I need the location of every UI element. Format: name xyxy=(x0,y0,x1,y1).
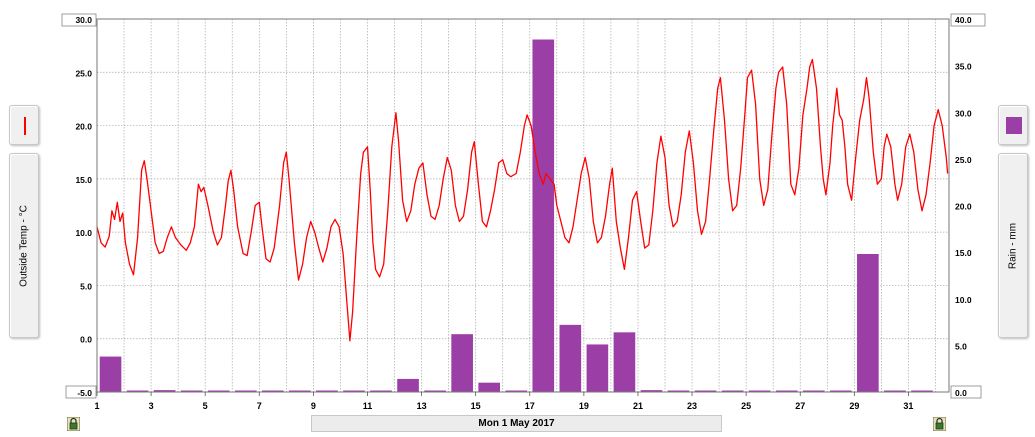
rain-bar xyxy=(207,390,230,392)
rain-bar xyxy=(559,324,582,392)
rain-bar xyxy=(424,390,446,392)
rain-bar xyxy=(478,382,501,392)
right-axis-tick-label: 20.0 xyxy=(955,202,972,212)
x-axis-tick-label: 1 xyxy=(94,401,99,411)
rain-bar xyxy=(99,356,122,392)
left-axis-label-button[interactable]: Outside Temp - °C xyxy=(9,153,39,338)
right-axis-tick-label: 15.0 xyxy=(955,248,972,258)
x-axis-tick-label: 27 xyxy=(795,401,805,411)
rain-bar xyxy=(802,390,825,392)
rain-bar xyxy=(721,390,744,392)
left-axis-tick-label: 0.0 xyxy=(80,335,92,345)
rain-bar xyxy=(505,390,528,392)
x-axis-tick-label: 17 xyxy=(525,401,535,411)
right-axis-tick-label: 0.0 xyxy=(955,388,967,398)
x-axis-tick-label: 23 xyxy=(687,401,697,411)
rain-bar xyxy=(586,344,609,392)
x-axis-tick-label: 13 xyxy=(417,401,427,411)
x-axis-tick-label: 11 xyxy=(363,401,373,411)
rain-bar xyxy=(829,390,852,392)
left-axis-bottom-box xyxy=(65,385,97,399)
rain-bar xyxy=(397,378,419,392)
x-axis-tick-label: 21 xyxy=(633,401,643,411)
right-axis-tick-label: 30.0 xyxy=(955,108,972,118)
rain-bar xyxy=(884,390,906,392)
red-line-swatch-icon xyxy=(24,117,26,135)
right-axis-tick-label: 5.0 xyxy=(955,341,967,351)
padlock-icon[interactable] xyxy=(932,416,947,432)
rain-bar xyxy=(640,390,663,392)
rain-bar xyxy=(667,390,690,392)
left-axis-tick-label: 5.0 xyxy=(80,281,92,291)
left-axis-top-box xyxy=(61,13,97,27)
x-axis-tick-label: 5 xyxy=(203,401,208,411)
rain-bar xyxy=(451,334,473,392)
x-axis-tick-label: 31 xyxy=(903,401,913,411)
plot-area xyxy=(97,19,949,392)
rain-bar xyxy=(289,390,311,392)
left-axis-tick-label: 25.0 xyxy=(75,68,92,78)
rain-bar xyxy=(180,390,203,392)
rain-bar xyxy=(532,39,555,392)
rain-bar xyxy=(316,390,338,392)
right-axis-tick-label: 25.0 xyxy=(955,155,972,165)
left-axis-tick-label: 10.0 xyxy=(75,228,92,238)
rain-bar xyxy=(343,390,365,392)
temperature-line xyxy=(96,58,949,342)
rain-bar xyxy=(694,390,717,392)
rain-bar xyxy=(126,390,149,392)
rain-series-toggle[interactable] xyxy=(998,105,1028,145)
rain-bar xyxy=(153,390,176,392)
x-axis-tick-label: 19 xyxy=(579,401,589,411)
rain-bar xyxy=(748,390,771,392)
rain-bar xyxy=(261,390,284,392)
left-axis-tick-label: 30.0 xyxy=(75,15,92,25)
rain-bar xyxy=(234,390,257,392)
rain-bar xyxy=(370,390,392,392)
x-axis-tick-label: 25 xyxy=(741,401,751,411)
rain-bar xyxy=(857,253,879,392)
padlock-icon[interactable] xyxy=(66,416,81,432)
x-axis-tick-label: 29 xyxy=(849,401,859,411)
x-axis-date-button[interactable]: Mon 1 May 2017 xyxy=(311,415,722,432)
left-axis-tick-label: 20.0 xyxy=(75,122,92,132)
rain-bar xyxy=(911,390,933,392)
plot-frame xyxy=(96,18,950,393)
right-axis-label-button[interactable]: Rain - mm xyxy=(998,153,1028,338)
purple-square-swatch-icon xyxy=(1006,117,1022,134)
rain-bar xyxy=(613,332,636,392)
right-axis-tick-label: 40.0 xyxy=(955,15,972,25)
left-axis-tick-label: 15.0 xyxy=(75,175,92,185)
temp-series-toggle[interactable] xyxy=(9,105,39,145)
x-axis-tick-label: 9 xyxy=(311,401,316,411)
right-axis-bottom-box xyxy=(950,385,982,399)
right-axis-top-box xyxy=(950,13,986,27)
right-axis-tick-label: 10.0 xyxy=(955,295,972,305)
rain-bar xyxy=(775,390,798,392)
x-axis-tick-label: 15 xyxy=(471,401,481,411)
x-axis-tick-label: 3 xyxy=(149,401,154,411)
right-axis-tick-label: 35.0 xyxy=(955,62,972,72)
left-axis-tick-label: -5.0 xyxy=(77,388,92,398)
x-axis-tick-label: 7 xyxy=(257,401,262,411)
